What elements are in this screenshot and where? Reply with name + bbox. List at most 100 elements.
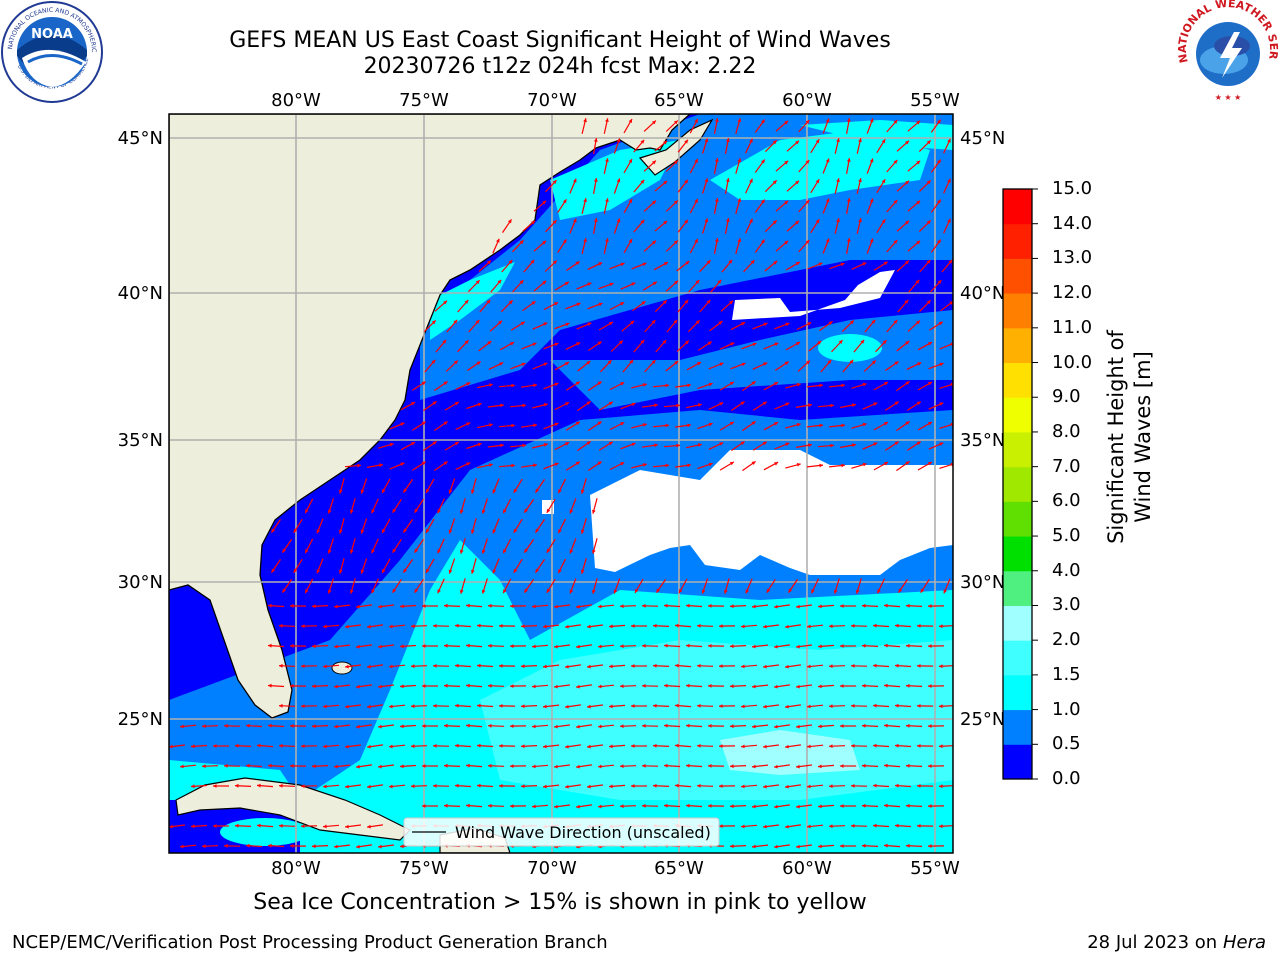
lat-tick-right: 25°N: [960, 709, 1005, 730]
wind-wave-arrowhead: [730, 724, 734, 729]
wind-wave-arrowhead: [904, 299, 909, 304]
wind-wave-arrowhead: [565, 362, 569, 366]
wind-wave-arrowhead: [785, 784, 789, 789]
wind-wave-arrowhead: [840, 724, 844, 728]
wind-wave-arrowhead: [862, 262, 867, 266]
wind-wave-arrowhead: [510, 342, 514, 346]
wind-wave-arrowhead: [609, 704, 613, 709]
wind-wave-arrowhead: [542, 200, 546, 205]
wind-wave-arrowhead: [906, 723, 910, 728]
wind-wave-arrowhead: [708, 422, 713, 427]
map-frame: [168, 113, 954, 854]
wind-wave-arrowhead: [796, 383, 801, 387]
wind-wave-arrowhead: [662, 340, 667, 344]
wind-wave-arrowhead: [817, 341, 822, 345]
wind-wave-arrowhead: [573, 218, 577, 223]
wind-wave-arrowhead: [598, 262, 603, 266]
wind-wave-arrowhead: [895, 823, 899, 828]
wind-wave-arrowhead: [684, 139, 688, 144]
graticule: [169, 114, 953, 853]
wind-wave-arrowhead: [719, 824, 723, 828]
wind-wave-arrowhead: [840, 262, 845, 267]
wind-wave-arrowhead: [422, 804, 426, 808]
wind-wave-arrowhead: [499, 664, 503, 668]
wind-wave-arrowhead: [715, 158, 719, 162]
wind-wave-arrowhead: [432, 441, 437, 445]
wind-wave-arrowhead: [620, 804, 624, 809]
wind-wave-arrowhead: [785, 624, 789, 629]
wind-wave-arrowhead: [916, 441, 921, 446]
wind-wave-arrowhead: [271, 528, 275, 533]
wind-wave-arrowhead: [852, 443, 856, 447]
wind-wave-arrowhead: [382, 569, 386, 573]
wind-wave-arrowhead: [916, 120, 921, 125]
wind-wave-arrowhead: [741, 362, 746, 367]
wind-wave-arrowhead: [840, 604, 844, 608]
wind-wave-arrowhead: [631, 784, 635, 788]
wind-wave-arrowhead: [654, 403, 658, 408]
wind-wave-arrowhead: [268, 763, 272, 768]
wind-wave-arrowhead: [471, 489, 475, 494]
wind-wave-arrowhead: [862, 382, 867, 387]
wind-wave-arrowhead: [851, 704, 855, 708]
wind-wave-arrowhead: [708, 462, 713, 467]
wind-wave-arrowhead: [849, 320, 854, 325]
wind-wave-arrowhead: [698, 403, 702, 407]
wind-wave-arrowhead: [774, 804, 778, 809]
wind-wave-arrowhead: [433, 784, 437, 788]
wind-wave-arrowhead: [565, 664, 569, 669]
wind-wave-arrowhead: [569, 589, 574, 594]
wind-wave-arrowhead: [873, 442, 878, 446]
wind-wave-arrowhead: [694, 158, 698, 163]
wind-wave-arrowhead: [905, 341, 910, 345]
wind-wave-arrowhead: [675, 703, 679, 708]
wind-wave-arrowhead: [656, 588, 660, 593]
wind-wave-arrowhead: [763, 784, 767, 789]
wind-wave-arrowhead: [884, 643, 888, 648]
wind-wave-arrowhead: [453, 319, 458, 324]
wind-wave-arrowhead: [906, 763, 910, 768]
wind-wave-arrowhead: [829, 624, 833, 629]
wind-wave-arrowhead: [488, 683, 492, 688]
wind-wave-arrowhead: [543, 322, 548, 326]
wind-wave-arrowhead: [751, 421, 756, 425]
wind-wave-arrowhead: [741, 744, 745, 749]
wind-wave-arrowhead: [400, 684, 404, 689]
wind-wave-arrowhead: [664, 723, 668, 728]
wind-wave-arrowhead: [535, 488, 539, 493]
wind-wave-arrowhead: [367, 704, 371, 709]
wind-wave-arrowhead: [652, 160, 656, 165]
wind-wave-arrowhead: [884, 683, 888, 688]
wind-wave-arrowhead: [915, 279, 920, 284]
wind-wave-arrowhead: [939, 624, 943, 629]
wind-wave-arrowhead: [564, 281, 569, 286]
wind-wave-arrowhead: [673, 200, 678, 205]
wind-wave-arrowhead: [795, 220, 799, 225]
wind-wave-arrowhead: [926, 140, 931, 145]
wind-wave-arrowhead: [730, 844, 734, 849]
wind-wave-arrowhead: [327, 589, 332, 594]
wind-wave-arrowhead: [928, 644, 932, 648]
lon-tick-bottom: 75°W: [399, 858, 449, 879]
wind-wave-arrowhead: [862, 803, 866, 808]
wind-wave-arrowhead: [724, 589, 728, 594]
lon-tick-bottom: 65°W: [654, 858, 704, 879]
wind-wave-arrowhead: [437, 549, 441, 554]
lon-tick-bottom: 60°W: [782, 858, 832, 879]
wind-wave-arrowhead: [293, 568, 298, 573]
wind-wave-arrowhead: [741, 824, 745, 829]
wind-wave-arrowhead: [785, 664, 789, 669]
wind-wave-arrowhead: [558, 489, 562, 494]
wind-wave-arrowhead: [684, 179, 688, 184]
wind-wave-arrowhead: [686, 683, 690, 688]
wind-wave-arrowhead: [708, 804, 712, 808]
wind-wave-arrowhead: [706, 260, 711, 265]
wind-wave-arrowhead: [751, 461, 756, 465]
wind-wave-arrowhead: [947, 138, 951, 143]
wind-wave-arrowhead: [510, 644, 514, 648]
wind-wave-arrowhead: [554, 342, 559, 347]
wind-wave-arrowhead: [367, 784, 371, 789]
wind-wave-arrowhead: [246, 723, 250, 728]
wind-wave-arrowhead: [433, 744, 437, 748]
wind-wave-arrowhead: [531, 301, 536, 305]
